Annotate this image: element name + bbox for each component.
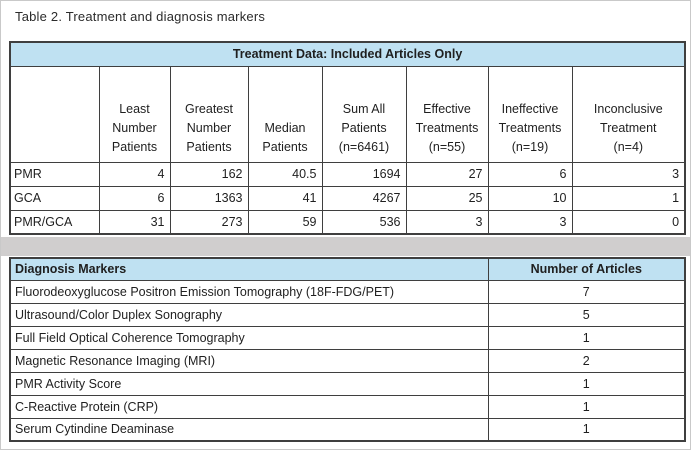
- col-header-ineffective-treatments: Ineffective Treatments (n=19): [487, 65, 573, 163]
- marker-name: C-Reactive Protein (CRP): [9, 394, 489, 419]
- diagnosis-table: Diagnosis Markers Number of Articles Flu…: [9, 257, 686, 442]
- col-header-blank: [9, 65, 100, 163]
- cell-value: 1: [571, 185, 686, 211]
- cell-value: 4267: [321, 185, 407, 211]
- cell-value: 31: [98, 209, 171, 235]
- diagnosis-row: PMR Activity Score 1: [9, 371, 686, 396]
- article-count: 7: [487, 279, 686, 304]
- col-header-inconclusive-treatment: Inconclusive Treatment (n=4): [571, 65, 686, 163]
- diagnosis-row: Ultrasound/Color Duplex Sonography 5: [9, 302, 686, 327]
- col-header-least-number-patients: Least Number Patients: [98, 65, 171, 163]
- cell-value: 10: [487, 185, 573, 211]
- marker-name: PMR Activity Score: [9, 371, 489, 396]
- cell-value: 3: [487, 209, 573, 235]
- diagnosis-header-row: Diagnosis Markers Number of Articles: [9, 257, 686, 281]
- col-header-greatest-number-patients: Greatest Number Patients: [169, 65, 249, 163]
- cell-value: 1363: [169, 185, 249, 211]
- cell-value: 6: [487, 161, 573, 187]
- row-pmr: PMR 4 162 40.5 1694 27 6 3: [9, 161, 686, 187]
- cell-value: 41: [247, 185, 323, 211]
- diagnosis-row: C-Reactive Protein (CRP) 1: [9, 394, 686, 419]
- cell-value: 1694: [321, 161, 407, 187]
- cell-value: 25: [405, 185, 489, 211]
- marker-name: Serum Cytindine Deaminase: [9, 417, 489, 442]
- row-pmr-gca: PMR/GCA 31 273 59 536 3 3 0: [9, 209, 686, 235]
- cell-value: 27: [405, 161, 489, 187]
- cell-value: 6: [98, 185, 171, 211]
- article-count: 1: [487, 417, 686, 442]
- col-header-sum-all-patients: Sum All Patients (n=6461): [321, 65, 407, 163]
- article-count: 1: [487, 394, 686, 419]
- marker-name: Ultrasound/Color Duplex Sonography: [9, 302, 489, 327]
- cell-value: 0: [571, 209, 686, 235]
- marker-name: Full Field Optical Coherence Tomography: [9, 325, 489, 350]
- article-count: 1: [487, 325, 686, 350]
- cell-value: 536: [321, 209, 407, 235]
- col-header-effective-treatments: Effective Treatments (n=55): [405, 65, 489, 163]
- row-label: PMR: [9, 161, 100, 187]
- number-of-articles-header: Number of Articles: [487, 257, 686, 281]
- cell-value: 162: [169, 161, 249, 187]
- diagnosis-row: Magnetic Resonance Imaging (MRI) 2: [9, 348, 686, 373]
- diagnosis-row: Full Field Optical Coherence Tomography …: [9, 325, 686, 350]
- cell-value: 3: [405, 209, 489, 235]
- article-count: 1: [487, 371, 686, 396]
- article-count: 2: [487, 348, 686, 373]
- cell-value: 273: [169, 209, 249, 235]
- cell-value: 4: [98, 161, 171, 187]
- figure-caption: Table 2. Treatment and diagnosis markers: [15, 9, 266, 24]
- cell-value: 59: [247, 209, 323, 235]
- diagnosis-markers-header: Diagnosis Markers: [9, 257, 489, 281]
- row-label: PMR/GCA: [9, 209, 100, 235]
- marker-name: Magnetic Resonance Imaging (MRI): [9, 348, 489, 373]
- row-gca: GCA 6 1363 41 4267 25 10 1: [9, 185, 686, 211]
- marker-name: Fluorodeoxyglucose Positron Emission Tom…: [9, 279, 489, 304]
- col-header-median-patients: Median Patients: [247, 65, 323, 163]
- treatment-table-header-row: Treatment Data: Included Articles Only: [9, 41, 686, 67]
- treatment-table-title: Treatment Data: Included Articles Only: [9, 41, 686, 67]
- treatment-column-header-row: Least Number Patients Greatest Number Pa…: [9, 65, 686, 163]
- cell-value: 40.5: [247, 161, 323, 187]
- diagnosis-row: Serum Cytindine Deaminase 1: [9, 417, 686, 442]
- diagnosis-row: Fluorodeoxyglucose Positron Emission Tom…: [9, 279, 686, 304]
- cell-value: 3: [571, 161, 686, 187]
- row-label: GCA: [9, 185, 100, 211]
- table-separator-band: [1, 237, 690, 256]
- treatment-table: Treatment Data: Included Articles Only L…: [9, 41, 687, 235]
- article-count: 5: [487, 302, 686, 327]
